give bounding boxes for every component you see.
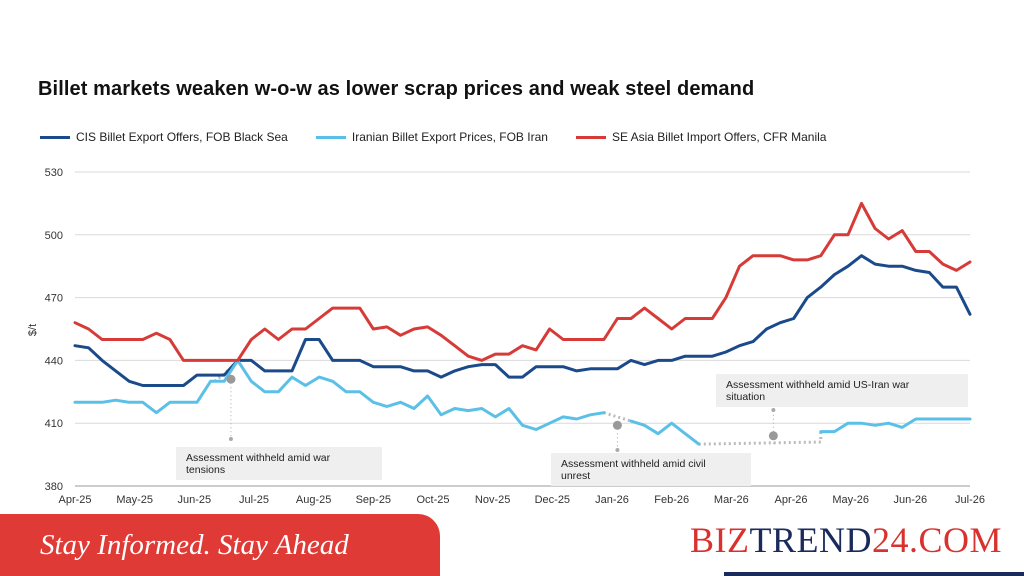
x-tick-label: Apr-25 [58, 494, 91, 506]
grid-lines [75, 171, 970, 487]
chart-legend: CIS Billet Export Offers, FOB Black Sea … [40, 130, 826, 144]
brand-part-24com: 24.COM [871, 520, 1002, 560]
x-tick-label: Jun-26 [894, 494, 928, 506]
x-tick-label: Sep-25 [356, 494, 391, 506]
annotation-text-2-1: situation [726, 391, 765, 403]
series-line-1-segment-1 [629, 419, 701, 446]
series-line-0-segment-0 [73, 254, 972, 387]
x-tick-label: Dec-25 [535, 494, 570, 506]
legend-swatch-sea [575, 135, 606, 139]
annotation-text-0-0: Assessment withheld amid war [186, 452, 331, 464]
y-axis-label: $/t [27, 324, 39, 336]
annotation-leader-end-1 [615, 448, 620, 452]
legend-label-sea: SE Asia Billet Import Offers, CFR Manila [611, 130, 827, 144]
annotation-box-0 [176, 447, 382, 480]
series-lines [73, 201, 972, 446]
series-line-1-segment-2 [819, 417, 972, 434]
x-tick-label: Aug-25 [296, 494, 331, 506]
annotation-box-2 [716, 374, 968, 407]
x-tick-label: May-26 [832, 494, 869, 506]
x-tick-label: Feb-26 [654, 494, 689, 506]
legend-item-cis: CIS Billet Export Offers, FOB Black Sea [40, 130, 288, 144]
x-tick-label: Nov-25 [475, 494, 510, 506]
y-tick-label: 500 [45, 230, 63, 242]
annotation-text-2-0: Assessment withheld amid US-Iran war [726, 379, 910, 391]
legend-item-sea: SE Asia Billet Import Offers, CFR Manila [575, 130, 827, 144]
annotation-text-1-0: Assessment withheld amid civil [561, 458, 706, 470]
withheld-connector-2 [603, 411, 632, 423]
brand-part-trend: TREND [749, 520, 872, 560]
y-tick-label: 440 [45, 355, 63, 367]
legend-label-cis: CIS Billet Export Offers, FOB Black Sea [76, 130, 288, 144]
series-line-2-segment-0 [73, 201, 972, 362]
chart-title: Billet markets weaken w-o-w as lower scr… [38, 78, 755, 100]
y-axis-ticks: 380 410 440 470 500 530 [45, 167, 63, 493]
annotation-connectors [213, 361, 823, 450]
legend-item-iran: Iranian Billet Export Prices, FOB Iran [315, 130, 548, 144]
x-axis-ticks: Apr-25 May-25 Jun-25 Jul-25 Aug-25 Sep-25 Oct-… [58, 494, 985, 506]
series-line-1-segment-0 [73, 358, 606, 431]
y-tick-label: 470 [45, 293, 63, 305]
annotation-leader-end-0 [228, 437, 233, 441]
x-tick-label: Oct-25 [416, 494, 449, 506]
brand-part-biz: BIZ [689, 520, 750, 560]
line-chart: 380 410 440 470 500 530 Apr-25 May-25 Jun-25 Jul… [27, 167, 985, 506]
x-tick-label: Jan-26 [595, 494, 629, 506]
slogan-text: Stay Informed. Stay Ahead [40, 528, 349, 561]
annotation-box-1 [551, 453, 751, 486]
legend-swatch-iran [315, 135, 346, 139]
x-tick-label: Jul-25 [239, 494, 269, 506]
annotation-marker-2 [768, 431, 778, 441]
x-tick-label: Mar-26 [714, 494, 749, 506]
slogan-banner: Stay Informed. Stay Ahead [0, 514, 440, 576]
annotation-leader-end-2 [771, 408, 776, 412]
brand-underline [724, 572, 1024, 576]
annotation-text-0-1: tensions [186, 464, 225, 476]
legend-label-iran: Iranian Billet Export Prices, FOB Iran [351, 130, 548, 144]
x-tick-label: Jul-26 [955, 494, 985, 506]
y-tick-label: 530 [45, 167, 63, 179]
x-tick-label: Apr-26 [774, 494, 807, 506]
y-tick-label: 410 [45, 418, 63, 430]
annotation-marker-1 [612, 420, 622, 430]
annotation-text-1-1: unrest [561, 470, 590, 482]
brand-logo: BIZTREND24.COM [690, 519, 1002, 561]
y-tick-label: 380 [45, 481, 63, 493]
x-tick-label: Jun-25 [178, 494, 212, 506]
withheld-connector-3 [698, 431, 823, 446]
x-tick-label: May-25 [116, 494, 153, 506]
annotation-marker-0 [226, 374, 236, 384]
legend-swatch-cis [40, 135, 70, 139]
